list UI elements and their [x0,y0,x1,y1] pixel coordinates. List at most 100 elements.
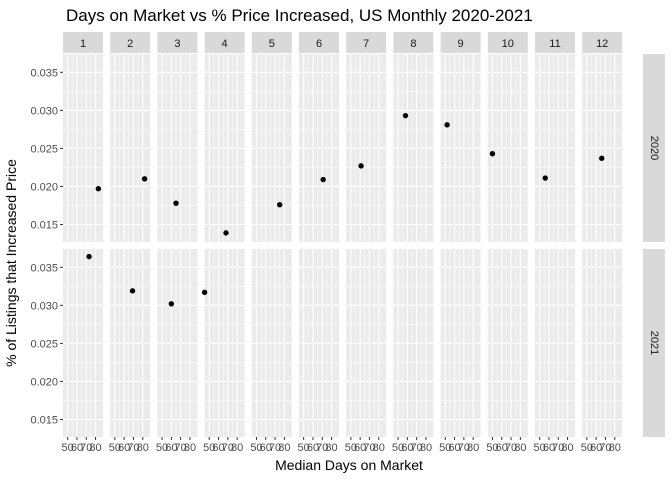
x-tick-label: 50 [203,442,215,454]
x-tick-label: 70 [316,442,328,454]
x-tick-label: 50 [298,442,310,454]
data-point-2020-12 [599,155,605,161]
y-tick-label: 0.035 [30,262,58,274]
facet-strip-month-5 [251,32,292,53]
x-tick-label: 60 [165,442,177,454]
x-tick-label: 70 [458,442,470,454]
facet-strip-month-1 [63,32,103,53]
panel-2020-6 [299,54,339,242]
x-tick-label: 60 [307,442,319,454]
x-tick-label: 70 [222,442,234,454]
facet-label-month-4: 4 [222,38,228,50]
x-tick-label: 60 [590,442,602,454]
y-tick-label: 0.035 [30,67,58,79]
data-point-2021-2 [129,288,136,294]
x-tick-label: 50 [439,442,451,454]
panel-2021-5 [251,249,292,437]
facet-strip-month-8 [393,32,434,53]
panel-2021-10 [487,249,528,437]
data-point-2020-6 [320,176,326,183]
facet-label-month-10: 10 [502,38,514,50]
panel-2021-9 [440,249,481,437]
x-tick-label: 60 [260,442,272,454]
x-tick-label: 50 [534,442,546,454]
data-point-2020-2 [141,176,148,182]
panel-2021-8 [393,249,434,437]
x-tick-label: 70 [175,442,187,454]
y-axis: 0.015 0.020 0.025 0.030 0.035 0.015 0.020 0.025… [30,67,63,426]
data-point-2020-7 [358,163,364,169]
data-point-2021-4 [201,289,208,296]
x-tick-label: 50 [392,442,404,454]
x-tick-label: 80 [278,442,290,454]
x-tick-label: 80 [231,442,243,454]
x-tick-label: 80 [467,442,479,454]
x-tick-label: 70 [80,442,92,454]
panel-2021-4 [204,249,245,437]
facet-strip-month-2 [110,32,151,53]
facet-label-month-3: 3 [174,38,180,50]
x-tick-label: 70 [505,442,517,454]
facet-label-month-6: 6 [316,38,322,50]
panel-2020-7 [346,54,387,242]
data-point-2020-1 [95,186,102,192]
x-tick-label: 50 [486,442,498,454]
y-tick-label: 0.015 [30,219,58,231]
facet-label-month-2: 2 [127,38,133,50]
y-tick-label: 0.030 [30,105,58,117]
x-tick-label: 80 [373,442,385,454]
y-tick-label: 0.020 [30,181,58,193]
panel-2021-3 [157,249,198,437]
x-tick-label: 80 [420,442,432,454]
facet-label-month-5: 5 [269,38,275,50]
x-tick-label: 70 [127,442,139,454]
x-tick-label: 80 [137,442,149,454]
x-tick-label: 70 [363,442,375,454]
facet-strip-month-3 [157,32,198,53]
x-tick-label: 60 [543,442,555,454]
panel-2021-2 [110,249,151,437]
data-point-2021-3 [168,301,175,307]
facet-label-month-8: 8 [410,38,416,50]
x-tick-label: 60 [118,442,130,454]
x-tick-label: 80 [325,442,337,454]
x-axis-title: Median Days on Market [275,457,423,473]
panel-2020-9 [440,54,481,242]
x-tick-label: 50 [581,442,593,454]
x-tick-label: 60 [354,442,366,454]
x-tick-label: 80 [514,442,526,454]
panel-2021-6 [299,249,339,437]
x-tick-label: 50 [62,442,74,454]
x-tick-label: 80 [561,442,573,454]
y-tick-label: 0.025 [30,143,58,155]
facet-strip-year-2021 [643,249,665,437]
y-axis-title: % of Listings that Increased Price [3,159,19,367]
y-tick-label: 0.015 [30,414,58,426]
data-point-2020-4 [223,230,229,236]
panel-2020-5 [251,54,292,242]
panel-2021-11 [535,249,575,437]
facet-strip-month-12 [582,32,623,53]
y-tick-label: 0.020 [30,376,58,388]
data-point-2020-11 [542,175,548,181]
x-tick-label: 50 [345,442,357,454]
facet-strip-year-2020 [643,54,665,242]
panel-2020-12 [582,54,623,242]
x-tick-label: 60 [496,442,508,454]
x-tick-label: 80 [89,442,101,454]
facet-label-month-9: 9 [458,38,464,50]
x-tick-label: 70 [599,442,611,454]
chart-title: Days on Market vs % Price Increased, US … [66,6,533,25]
panel-2020-8 [393,54,434,242]
facet-strip-month-4 [204,32,245,53]
x-tick-label: 60 [212,442,224,454]
x-tick-label: 70 [552,442,564,454]
data-point-2020-9 [444,122,450,128]
facet-strip-month-11 [535,32,575,53]
x-tick-label: 60 [448,442,460,454]
x-tick-label: 70 [269,442,281,454]
y-tick-label: 0.025 [30,338,58,350]
y-tick-label: 0.030 [30,300,58,312]
